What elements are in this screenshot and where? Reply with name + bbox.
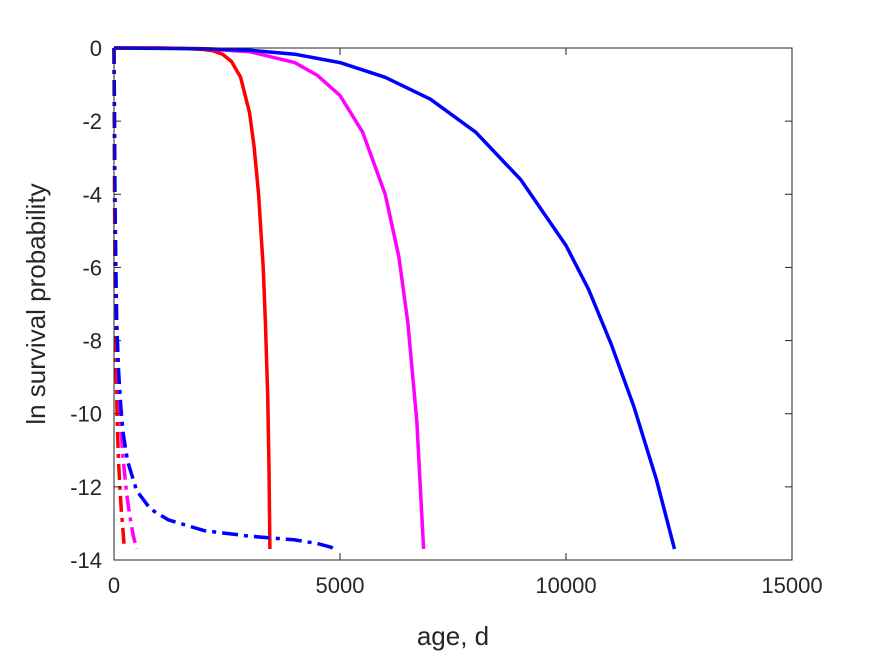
solid-series-line-2 — [113, 46, 677, 550]
tick-layer: 0 5000 10000 15000 0 -2 -4 -6 -8 -10 -12 -14 — [70, 36, 822, 598]
y-tick-label: -4 — [82, 182, 102, 207]
x-tick-label: 10000 — [535, 573, 596, 598]
y-tick-label: -12 — [70, 475, 102, 500]
y-tick-label: -6 — [82, 255, 102, 280]
plot-frame — [113, 47, 793, 561]
y-axis-label: ln survival probability — [21, 183, 51, 424]
x-axis-label: age, d — [417, 621, 489, 651]
y-tick-label: 0 — [90, 36, 102, 61]
series-layer — [112, 46, 677, 553]
x-tick-label: 5000 — [316, 573, 365, 598]
y-tick-label: -14 — [70, 548, 102, 573]
x-tick-label: 15000 — [761, 573, 822, 598]
solid-series-line-0 — [114, 46, 272, 550]
y-tick-label: -10 — [70, 402, 102, 427]
x-tick-label: 0 — [108, 573, 120, 598]
y-tick-label: -2 — [82, 109, 102, 134]
y-tick-label: -8 — [82, 329, 102, 354]
dashdot-series-line-5 — [112, 47, 339, 553]
